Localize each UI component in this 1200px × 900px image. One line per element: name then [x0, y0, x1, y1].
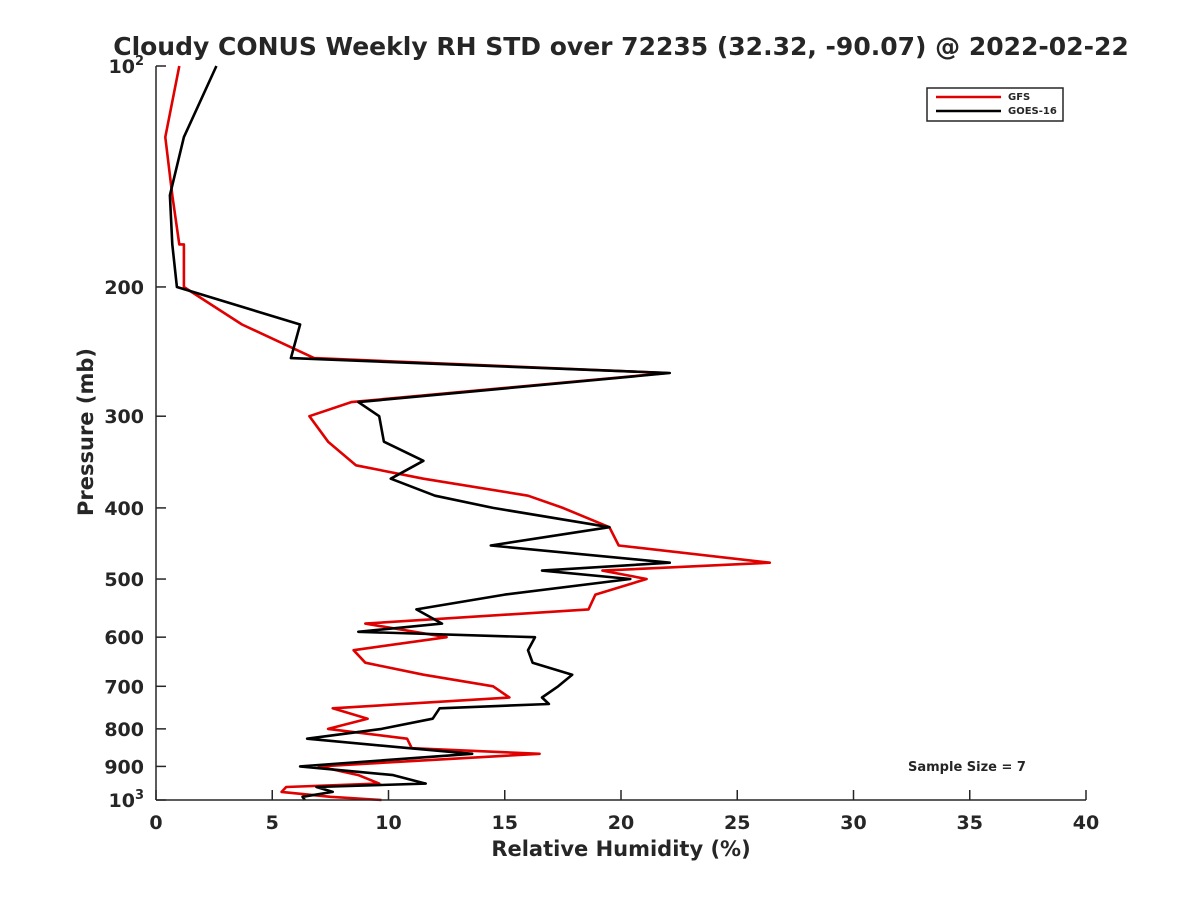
- y-tick-label: 900: [104, 756, 144, 778]
- x-axis-ticks: 0 5 10 15 20 25 30 35 40: [149, 790, 1099, 834]
- y-tick-label: 700: [104, 676, 144, 698]
- y-tick-label: 800: [104, 719, 144, 741]
- series-line-goes16: [168, 65, 672, 801]
- y-tick-label: 600: [104, 627, 144, 649]
- x-tick-label: 35: [957, 812, 983, 834]
- x-tick-label: 20: [608, 812, 634, 834]
- x-tick-label: 25: [724, 812, 750, 834]
- y-tick-label: 300: [104, 406, 144, 428]
- y-tick-label: 500: [104, 569, 144, 591]
- legend-label-gfs: GFS: [1008, 92, 1030, 103]
- legend-label-goes16: GOES-16: [1008, 106, 1057, 117]
- legend-box: [926, 87, 1064, 122]
- sample-size-annotation: Sample Size = 7: [908, 760, 1026, 775]
- y-tick-label: 102: [109, 54, 145, 78]
- x-tick-label: 10: [375, 812, 401, 834]
- x-tick-label: 0: [149, 812, 162, 834]
- legend: GFS GOES-16: [926, 87, 1064, 122]
- y-tick-label: 103: [109, 788, 145, 812]
- plot-lines: [164, 65, 772, 802]
- x-tick-label: 15: [492, 812, 518, 834]
- y-tick-label: 400: [104, 498, 144, 520]
- y-axis-ticks: 102 200 300 400 500 600 700 800 900 103: [104, 54, 166, 812]
- x-tick-label: 30: [840, 812, 866, 834]
- chart-title: Cloudy CONUS Weekly RH STD over 72235 (3…: [113, 32, 1129, 61]
- x-axis-label: Relative Humidity (%): [491, 837, 750, 861]
- y-tick-label: 200: [104, 277, 144, 299]
- x-tick-label: 5: [266, 812, 279, 834]
- x-tick-label: 40: [1073, 812, 1099, 834]
- y-axis-label: Pressure (mb): [74, 348, 98, 516]
